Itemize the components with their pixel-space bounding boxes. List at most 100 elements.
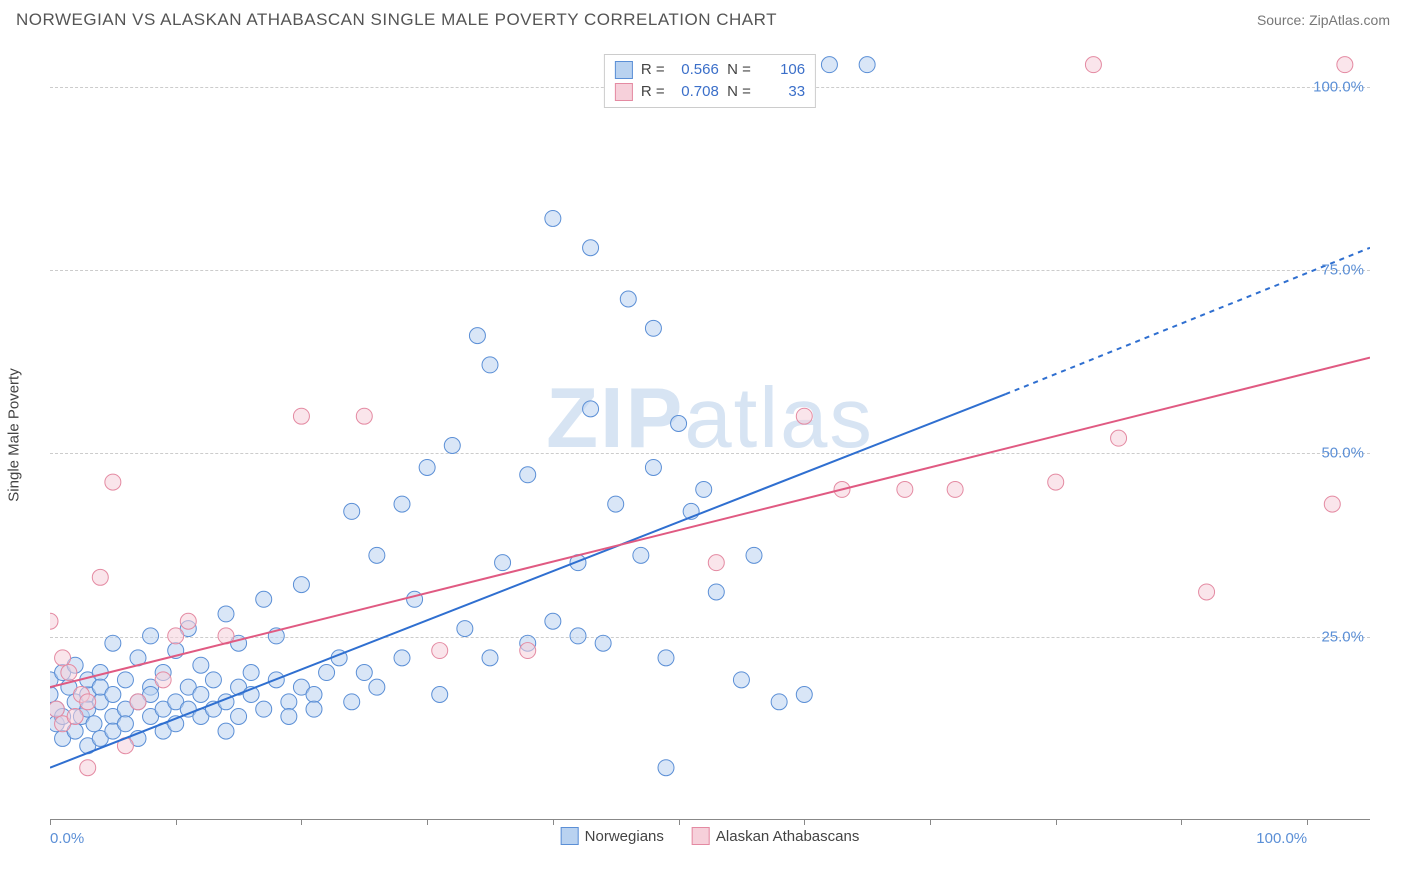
scatter-point [155,672,171,688]
trend-line [50,394,1005,768]
scatter-point [583,401,599,417]
source-attribution: Source: ZipAtlas.com [1257,12,1390,28]
legend-item: Norwegians [561,827,664,845]
scatter-point [1111,430,1127,446]
scatter-point [394,650,410,666]
scatter-point [205,672,221,688]
scatter-point [306,687,322,703]
scatter-point [369,547,385,563]
y-tick-label: 50.0% [1321,445,1364,462]
scatter-point [583,240,599,256]
scatter-point [306,701,322,717]
scatter-point [482,357,498,373]
scatter-point [520,643,536,659]
scatter-point [633,547,649,563]
scatter-point [620,291,636,307]
scatter-point [708,555,724,571]
legend-swatch [561,827,579,845]
scatter-point [180,613,196,629]
series-legend: Norwegians Alaskan Athabascans [547,827,874,849]
scatter-point [319,665,335,681]
scatter-point [293,408,309,424]
scatter-point [796,408,812,424]
scatter-point [61,665,77,681]
legend-item: Alaskan Athabascans [692,827,859,845]
scatter-point [947,481,963,497]
scatter-point [482,650,498,666]
y-tick-label: 100.0% [1313,78,1364,95]
scatter-point [218,606,234,622]
scatter-point [796,687,812,703]
scatter-point [80,760,96,776]
scatter-point [658,760,674,776]
scatter-point [193,657,209,673]
scatter-point [821,57,837,73]
scatter-point [545,210,561,226]
scatter-point [293,577,309,593]
scatter-point [243,665,259,681]
scatter-point [256,701,272,717]
scatter-point [495,555,511,571]
scatter-point [432,687,448,703]
scatter-point [50,613,58,629]
scatter-point [50,701,64,717]
scatter-point [708,584,724,600]
chart-title: NORWEGIAN VS ALASKAN ATHABASCAN SINGLE M… [16,10,777,30]
correlation-legend: R = 0.566 N = 106R = 0.708 N = 33 [604,54,816,108]
scatter-point [344,503,360,519]
scatter-point [733,672,749,688]
scatter-point [645,320,661,336]
legend-swatch [615,61,633,79]
scatter-point [67,708,83,724]
scatter-point [658,650,674,666]
legend-swatch [615,83,633,101]
scatter-point [520,467,536,483]
scatter-point [92,569,108,585]
scatter-point [645,459,661,475]
scatter-point [746,547,762,563]
scatter-point [859,57,875,73]
scatter-point [218,723,234,739]
scatter-point [545,613,561,629]
scatter-point [117,672,133,688]
y-axis-label: Single Male Poverty [6,368,23,501]
scatter-point [356,408,372,424]
scatter-point [105,474,121,490]
scatter-point [407,591,423,607]
scatter-point [771,694,787,710]
scatter-point [281,708,297,724]
scatter-point [168,628,184,644]
scatter-point [432,643,448,659]
scatter-point [193,687,209,703]
scatter-point [1199,584,1215,600]
scatter-point [55,650,71,666]
scatter-point [231,708,247,724]
scatter-point [1337,57,1353,73]
scatter-point [344,694,360,710]
scatter-point [469,328,485,344]
legend-row: R = 0.566 N = 106 [615,59,805,81]
trend-line [50,358,1370,688]
scatter-point [117,716,133,732]
scatter-point [105,635,121,651]
scatter-point [444,437,460,453]
y-tick-label: 25.0% [1321,628,1364,645]
legend-row: R = 0.708 N = 33 [615,81,805,103]
legend-swatch [692,827,710,845]
scatter-point [394,496,410,512]
scatter-point [1048,474,1064,490]
scatter-point [130,694,146,710]
scatter-point [457,621,473,637]
y-tick-label: 75.0% [1321,262,1364,279]
scatter-point [595,635,611,651]
scatter-point [1085,57,1101,73]
scatter-point [1324,496,1340,512]
scatter-point [105,687,121,703]
scatter-point [256,591,272,607]
scatter-point [608,496,624,512]
scatter-point [897,481,913,497]
scatter-point [671,416,687,432]
scatter-point [356,665,372,681]
x-tick-label: 0.0% [50,830,84,847]
plot-area [50,50,1370,819]
